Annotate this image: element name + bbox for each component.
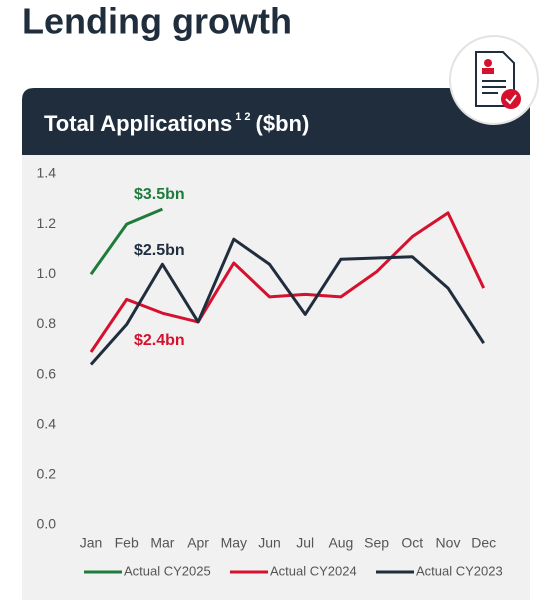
annotation: $3.5bn — [134, 186, 185, 203]
series-line — [89, 207, 163, 276]
x-tick-label: Mar — [150, 535, 174, 551]
chart-panel — [22, 150, 530, 600]
x-tick-label: May — [221, 535, 247, 551]
y-tick-label: 0.0 — [37, 516, 57, 532]
legend-label: Actual CY2024 — [270, 563, 357, 578]
y-tick-label: 1.2 — [37, 215, 57, 231]
icon — [449, 35, 539, 125]
x-tick-label: Aug — [328, 535, 353, 551]
series-line — [89, 237, 485, 366]
x-tick-label: Dec — [471, 535, 496, 551]
chart-title: Total Applications 1 2 ($bn) — [44, 111, 309, 136]
x-tick-label: Jul — [296, 535, 314, 551]
y-tick-label: 0.4 — [37, 415, 57, 431]
x-tick-label: Sep — [364, 535, 389, 551]
x-tick-label: Apr — [187, 535, 209, 551]
annotation: $2.5bn — [134, 242, 185, 259]
legend-label: Actual CY2023 — [416, 563, 503, 578]
x-tick-label: Jun — [258, 535, 281, 551]
y-tick-label: 0.8 — [37, 315, 57, 331]
annotation: $2.4bn — [134, 332, 185, 349]
series-line — [89, 211, 486, 353]
x-tick-label: Jan — [80, 535, 103, 551]
page-title: Lending growth — [22, 1, 292, 42]
x-tick-label: Nov — [436, 535, 461, 551]
x-tick-label: Oct — [401, 535, 423, 551]
y-tick-label: 1.0 — [37, 265, 57, 281]
y-tick-label: 1.4 — [37, 165, 57, 181]
x-tick-label: Feb — [115, 535, 139, 551]
y-tick-label: 0.6 — [37, 365, 57, 381]
y-tick-label: 0.2 — [37, 466, 57, 482]
chart-header — [22, 88, 530, 155]
legend-label: Actual CY2025 — [124, 563, 211, 578]
